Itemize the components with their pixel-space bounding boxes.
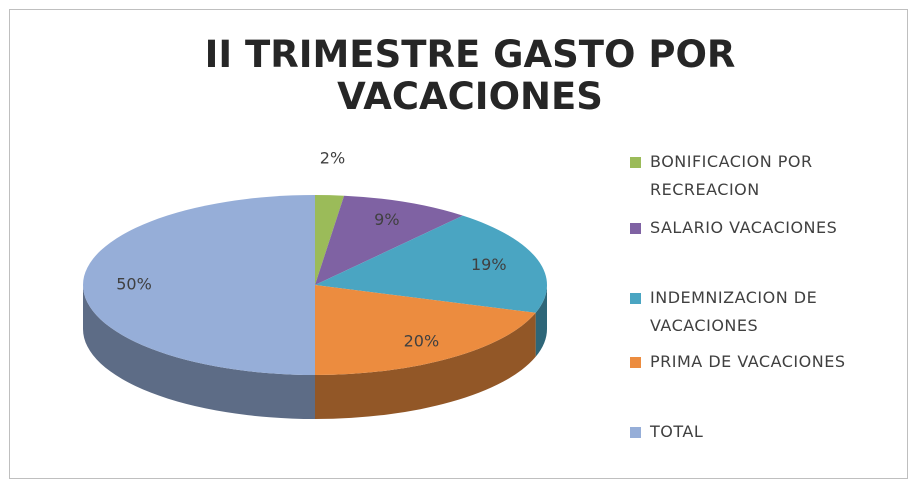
data-label: 2% bbox=[320, 149, 345, 168]
legend-label: TOTAL bbox=[650, 422, 704, 441]
legend-swatch bbox=[630, 223, 641, 234]
legend-swatch bbox=[630, 293, 641, 304]
slice bbox=[315, 285, 536, 375]
data-label: 9% bbox=[374, 210, 399, 229]
slice-side bbox=[315, 312, 536, 419]
legend-label: SALARIO VACACIONES bbox=[650, 218, 838, 237]
chart-title: II TRIMESTRE GASTO POR VACACIONES bbox=[204, 33, 736, 118]
slice-side bbox=[535, 285, 547, 357]
slice-side bbox=[83, 285, 315, 419]
legend-label: BONIFICACION POR RECREACION bbox=[650, 152, 813, 199]
chart-border bbox=[9, 9, 908, 479]
data-label: 19% bbox=[471, 255, 507, 274]
legend-swatch bbox=[630, 427, 641, 438]
slice bbox=[315, 195, 463, 285]
data-label: 50% bbox=[116, 275, 152, 294]
data-label: 20% bbox=[404, 331, 440, 350]
legend-swatch bbox=[630, 357, 641, 368]
legend-label: INDEMNIZACION DE VACACIONES bbox=[650, 288, 818, 335]
slice bbox=[83, 195, 315, 375]
legend-swatch bbox=[630, 157, 641, 168]
slice bbox=[315, 195, 345, 285]
legend-label: PRIMA DE VACACIONES bbox=[650, 352, 846, 371]
slice bbox=[315, 215, 548, 313]
